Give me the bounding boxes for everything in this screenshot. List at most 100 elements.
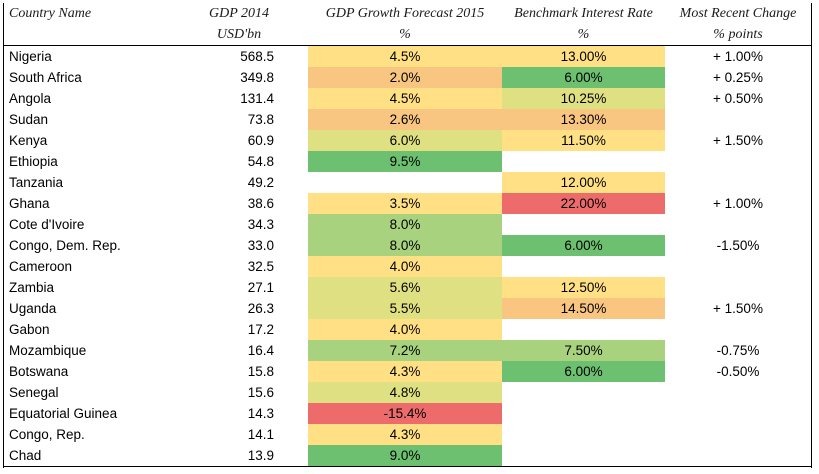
growth-forecast-cell: 6.0% <box>308 130 502 151</box>
growth-forecast-cell: 4.0% <box>308 319 502 340</box>
growth-forecast-cell: 8.0% <box>308 235 502 256</box>
table-body: Nigeria 568.5 4.5% 13.00% + 1.00% South Afric… <box>3 45 811 467</box>
recent-change-cell: + 0.25% <box>713 70 763 85</box>
table-row: Chad 13.9 9.0% <box>3 445 811 467</box>
interest-rate-cell: 13.00% <box>502 45 665 67</box>
recent-change-cell: + 1.50% <box>713 301 763 316</box>
table-row: Cote d'Ivoire 34.3 8.0% <box>3 214 811 235</box>
table-row: Equatorial Guinea 14.3 -15.4% <box>3 403 811 424</box>
country-cell: Mozambique <box>9 343 87 358</box>
growth-forecast-cell: -15.4% <box>308 403 502 424</box>
gdp-cell: 568.5 <box>240 49 274 64</box>
header-change-unit: % points <box>665 24 811 46</box>
growth-forecast-cell: 4.0% <box>308 256 502 277</box>
gdp-cell: 14.3 <box>247 406 274 421</box>
gdp-cell: 27.1 <box>247 280 274 295</box>
interest-rate-cell <box>502 382 665 403</box>
growth-forecast-cell: 3.5% <box>308 193 502 214</box>
interest-rate-cell: 12.00% <box>502 172 665 193</box>
recent-change-cell <box>665 424 811 445</box>
gdp-cell: 38.6 <box>247 196 274 211</box>
gdp-cell: 131.4 <box>240 91 274 106</box>
growth-forecast-cell: 5.5% <box>308 298 502 319</box>
gdp-cell: 26.3 <box>247 301 274 316</box>
table-row: Nigeria 568.5 4.5% 13.00% + 1.00% <box>3 45 811 67</box>
table-row: Congo, Rep. 14.1 4.3% <box>3 424 811 445</box>
interest-rate-cell <box>502 151 665 172</box>
recent-change-cell <box>665 277 811 298</box>
country-cell: South Africa <box>9 70 82 85</box>
growth-forecast-cell: 9.0% <box>308 445 502 467</box>
interest-rate-cell: 22.00% <box>502 193 665 214</box>
growth-forecast-cell: 2.6% <box>308 109 502 130</box>
table-row: Zambia 27.1 5.6% 12.50% <box>3 277 811 298</box>
interest-rate-cell <box>502 445 665 467</box>
country-cell: Ethiopia <box>9 154 58 169</box>
gdp-cell: 13.9 <box>170 445 308 467</box>
growth-forecast-cell: 9.5% <box>308 151 502 172</box>
header-rate-unit: % <box>502 24 665 46</box>
gdp-cell: 15.6 <box>247 385 274 400</box>
gdp-cell: 349.8 <box>240 70 274 85</box>
interest-rate-cell: 6.00% <box>502 361 665 382</box>
gdp-cell: 60.9 <box>247 133 274 148</box>
recent-change-cell <box>665 403 811 424</box>
gdp-cell: 15.8 <box>247 364 274 379</box>
country-cell: Botswana <box>9 364 69 379</box>
table-row: Botswana 15.8 4.3% 6.00% -0.50% <box>3 361 811 382</box>
recent-change-cell <box>665 382 811 403</box>
recent-change-cell <box>665 151 811 172</box>
country-cell: Ghana <box>9 196 50 211</box>
interest-rate-cell: 6.00% <box>502 67 665 88</box>
country-cell: Gabon <box>9 322 50 337</box>
header-gdp-unit: USD'bn <box>170 24 308 46</box>
gdp-cell: 17.2 <box>247 322 274 337</box>
recent-change-cell: -0.75% <box>716 343 760 358</box>
growth-forecast-cell: 4.5% <box>308 45 502 67</box>
country-cell: Angola <box>9 91 52 106</box>
interest-rate-cell <box>502 256 665 277</box>
table-row: Senegal 15.6 4.8% <box>3 382 811 403</box>
country-cell: Uganda <box>9 301 57 316</box>
growth-forecast-cell: 2.0% <box>308 67 502 88</box>
gdp-cell: 49.2 <box>247 175 274 190</box>
recent-change-cell: -1.50% <box>716 238 760 253</box>
gdp-cell: 14.1 <box>247 427 274 442</box>
growth-forecast-cell <box>308 172 502 193</box>
interest-rate-cell: 10.25% <box>502 88 665 109</box>
table-row: South Africa 349.8 2.0% 6.00% + 0.25% <box>3 67 811 88</box>
gdp-cell: 34.3 <box>247 217 274 232</box>
growth-forecast-cell: 7.2% <box>308 340 502 361</box>
table-row: Sudan 73.8 2.6% 13.30% <box>3 109 811 130</box>
recent-change-cell <box>665 214 811 235</box>
header-gdp: GDP 2014 <box>208 5 270 21</box>
growth-forecast-cell: 4.5% <box>308 88 502 109</box>
country-cell: Zambia <box>9 280 55 295</box>
growth-forecast-cell: 4.3% <box>308 424 502 445</box>
interest-rate-cell <box>502 319 665 340</box>
recent-change-cell <box>665 256 811 277</box>
country-cell: Kenya <box>9 133 48 148</box>
growth-forecast-cell: 5.6% <box>308 277 502 298</box>
recent-change-cell <box>665 109 811 130</box>
header-country: Country Name <box>9 5 92 21</box>
header-change: Most Recent Change <box>679 5 797 21</box>
country-cell: Cameroon <box>9 259 73 274</box>
table-row: Gabon 17.2 4.0% <box>3 319 811 340</box>
gdp-cell: 73.8 <box>247 112 274 127</box>
country-cell: Sudan <box>9 112 49 127</box>
growth-forecast-cell: 4.8% <box>308 382 502 403</box>
interest-rate-cell: 11.50% <box>502 130 665 151</box>
recent-change-cell: + 0.50% <box>713 91 763 106</box>
gdp-cell: 32.5 <box>247 259 274 274</box>
recent-change-cell: + 1.00% <box>713 196 763 211</box>
table-row: Cameroon 32.5 4.0% <box>3 256 811 277</box>
recent-change-cell <box>665 319 811 340</box>
recent-change-cell <box>665 172 811 193</box>
table-row: Uganda 26.3 5.5% 14.50% + 1.50% <box>3 298 811 319</box>
recent-change-cell: + 1.50% <box>713 133 763 148</box>
recent-change-cell: -0.50% <box>716 364 760 379</box>
table-row: Mozambique 16.4 7.2% 7.50% -0.75% <box>3 340 811 361</box>
interest-rate-cell: 12.50% <box>502 277 665 298</box>
gdp-cell: 54.8 <box>247 154 274 169</box>
